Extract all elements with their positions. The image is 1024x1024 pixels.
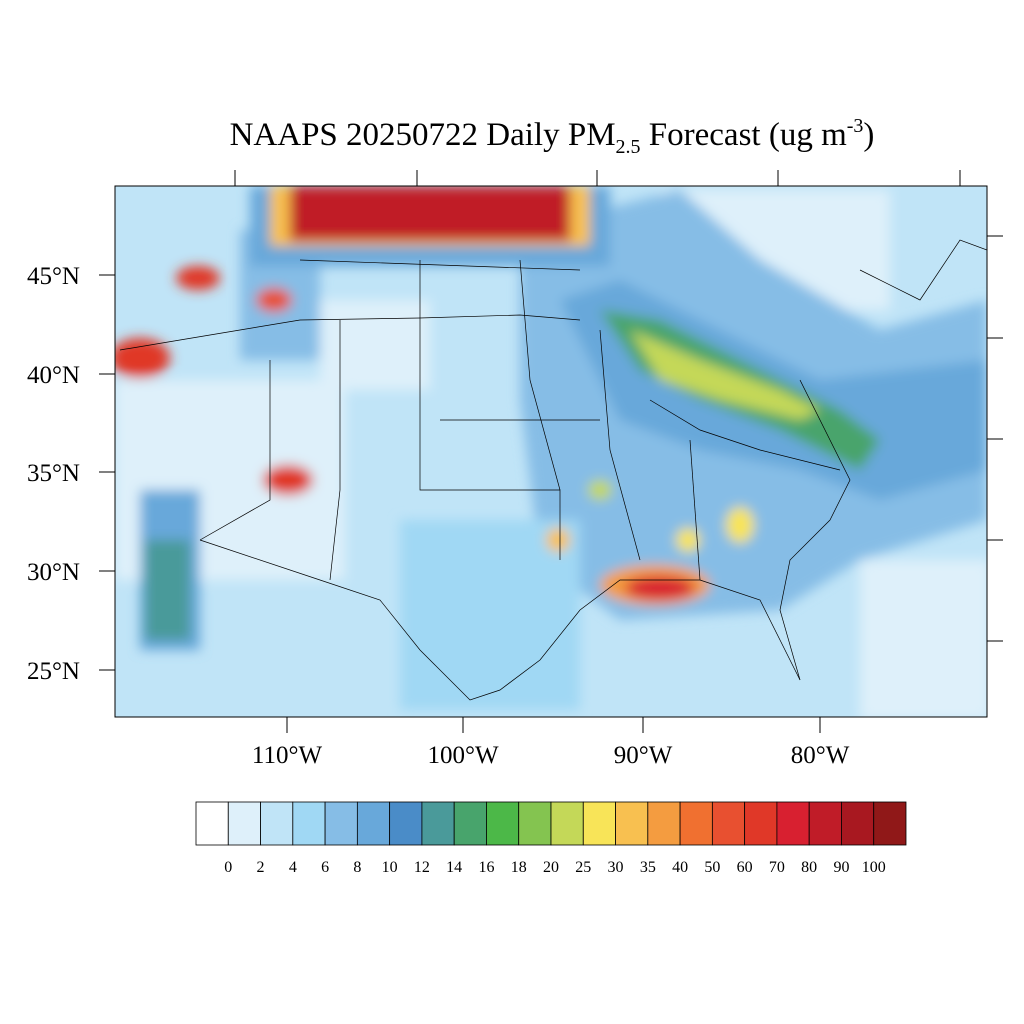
map-field	[115, 186, 987, 717]
colorbar-label: 35	[640, 859, 656, 876]
colorbar-box	[227, 801, 261, 846]
lon-label: 110°W	[252, 742, 323, 769]
colorbar-box	[195, 801, 229, 846]
colorbar-box	[324, 801, 358, 846]
colorbar-label: 20	[543, 859, 559, 876]
colorbar-box	[582, 801, 616, 846]
colorbar-label: 50	[704, 859, 720, 876]
map-frame	[114, 185, 988, 718]
colorbar-box	[292, 801, 326, 846]
colorbar-label: 80	[801, 859, 817, 876]
colorbar-box	[389, 801, 423, 846]
colorbar-box	[647, 801, 681, 846]
colorbar: 0 2 4 6 8 10 12 14 16 18 20 25 30 35 40 50 60 70 80 90 100	[195, 801, 907, 876]
colorbar-box	[711, 801, 746, 846]
colorbar-box	[453, 801, 487, 846]
lon-label: 80°W	[791, 742, 850, 769]
colorbar-label: 90	[833, 859, 849, 876]
colorbar-box	[356, 801, 391, 846]
colorbar-label: 60	[737, 859, 753, 876]
axis-labels: 45°N 40°N 35°N 30°N 25°N 110°W 100°W 90°W 80°W	[27, 263, 850, 769]
title-superscript: -3	[847, 115, 864, 137]
colorbar-label: 25	[575, 859, 591, 876]
colorbar-label: 6	[321, 859, 329, 876]
colorbar-label: 12	[414, 859, 430, 876]
colorbar-label: 2	[257, 859, 265, 876]
colorbar-label: 30	[608, 859, 624, 876]
lon-label: 100°W	[427, 742, 498, 769]
colorbar-label: 14	[446, 859, 462, 876]
colorbar-label: 40	[672, 859, 688, 876]
colorbar-label: 0	[224, 859, 232, 876]
colorbar-label: 8	[353, 859, 361, 876]
colorbar-box	[841, 801, 875, 846]
colorbar-box	[486, 801, 520, 846]
colorbar-box	[518, 801, 552, 846]
lat-label: 40°N	[27, 362, 80, 389]
colorbar-label: 4	[289, 859, 297, 876]
lon-label: 90°W	[614, 742, 673, 769]
lat-label: 45°N	[27, 263, 80, 290]
colorbar-box	[421, 801, 455, 846]
colorbar-label: 18	[511, 859, 527, 876]
map-ticks	[99, 170, 1003, 733]
colorbar-box	[550, 801, 584, 846]
title: NAAPS 20250722 Daily PM2.5 Forecast (ug …	[230, 115, 875, 158]
colorbar-label: 70	[769, 859, 785, 876]
colorbar-box	[615, 801, 649, 846]
title-main: NAAPS 20250722 Daily PM	[230, 117, 616, 153]
lat-label: 35°N	[27, 460, 80, 487]
title-subscript: 2.5	[616, 136, 641, 158]
colorbar-label: 100	[862, 859, 886, 876]
title-end: )	[863, 117, 874, 153]
colorbar-box	[744, 801, 778, 846]
colorbar-box	[808, 801, 842, 846]
colorbar-box	[260, 801, 294, 846]
colorbar-box	[776, 801, 810, 846]
lat-label: 25°N	[27, 658, 80, 685]
state-borders	[119, 239, 987, 701]
colorbar-box	[679, 801, 713, 846]
colorbar-label: 10	[382, 859, 398, 876]
colorbar-label: 16	[478, 859, 494, 876]
lat-label: 30°N	[27, 559, 80, 586]
title-middle: Forecast (ug m	[641, 117, 848, 153]
colorbar-box	[873, 801, 907, 846]
